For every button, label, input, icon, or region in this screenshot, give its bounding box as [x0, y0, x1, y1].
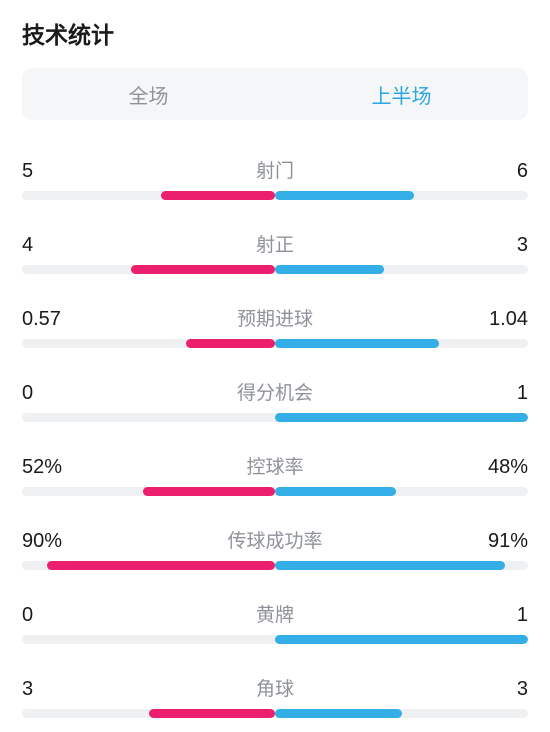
- page-title: 技术统计: [22, 16, 528, 50]
- stat-label: 得分机会: [82, 378, 468, 405]
- stat-bar-left-fill: [131, 265, 275, 274]
- stat-bar-right-fill: [275, 339, 439, 348]
- stat-label: 控球率: [82, 452, 468, 479]
- tab-0[interactable]: 全场: [22, 68, 275, 120]
- stat-label: 传球成功率: [82, 526, 468, 553]
- stat-bar-right-track: [275, 709, 528, 718]
- stat-bar-left-fill: [149, 709, 276, 718]
- stat-bar-right-track: [275, 487, 528, 496]
- stat-right-value: 48%: [468, 456, 528, 479]
- stat-bar-right-fill: [275, 561, 505, 570]
- stat-row: 52%控球率48%: [22, 442, 528, 496]
- stat-row: 3角球3: [22, 664, 528, 718]
- stat-label: 黄牌: [82, 600, 468, 627]
- stat-right-value: 91%: [468, 530, 528, 553]
- stat-bar-left-track: [22, 339, 275, 348]
- tab-1[interactable]: 上半场: [275, 68, 528, 120]
- stats-panel: 技术统计 全场上半场 5射门64射正30.57预期进球1.040得分机会152%…: [0, 0, 550, 718]
- stat-right-value: 1: [468, 382, 528, 405]
- stat-bar-left-track: [22, 413, 275, 422]
- tab-label: 全场: [129, 80, 169, 109]
- stat-row-header: 0得分机会1: [22, 378, 528, 405]
- stat-bar-left-track: [22, 265, 275, 274]
- stat-right-value: 1: [468, 604, 528, 627]
- stat-row-header: 52%控球率48%: [22, 452, 528, 479]
- stat-bar-left-track: [22, 191, 275, 200]
- stat-bar-right-fill: [275, 709, 402, 718]
- stat-bar-left-fill: [47, 561, 275, 570]
- stat-bar-right-fill: [275, 487, 396, 496]
- stat-bar-right-fill: [275, 635, 528, 644]
- stat-right-value: 1.04: [468, 308, 528, 331]
- stat-bar-left-fill: [161, 191, 275, 200]
- stat-bar-right-track: [275, 191, 528, 200]
- stat-bar-left-fill: [143, 487, 275, 496]
- stat-bar-right-track: [275, 635, 528, 644]
- stat-row: 0.57预期进球1.04: [22, 294, 528, 348]
- stat-row-header: 4射正3: [22, 230, 528, 257]
- stat-label: 角球: [82, 674, 468, 701]
- stat-bar: [22, 339, 528, 348]
- stat-bar: [22, 265, 528, 274]
- stat-label: 预期进球: [82, 304, 468, 331]
- stat-left-value: 0: [22, 604, 82, 627]
- stat-right-value: 3: [468, 234, 528, 257]
- stat-bar: [22, 487, 528, 496]
- stat-row-header: 0.57预期进球1.04: [22, 304, 528, 331]
- stat-left-value: 0: [22, 382, 82, 405]
- stat-left-value: 0.57: [22, 308, 82, 331]
- stat-label: 射正: [82, 230, 468, 257]
- stat-row-header: 5射门6: [22, 156, 528, 183]
- stat-bar: [22, 709, 528, 718]
- stat-row-header: 0黄牌1: [22, 600, 528, 627]
- tab-label: 上半场: [372, 80, 432, 109]
- period-tabs: 全场 上半场: [22, 68, 528, 120]
- stat-bar-right-track: [275, 339, 528, 348]
- stat-bar-right-fill: [275, 413, 528, 422]
- stat-row: 0黄牌1: [22, 590, 528, 644]
- stat-row: 5射门6: [22, 146, 528, 200]
- stat-row-header: 90%传球成功率91%: [22, 526, 528, 553]
- stat-left-value: 3: [22, 678, 82, 701]
- stat-left-value: 90%: [22, 530, 82, 553]
- stat-bar-right-track: [275, 561, 528, 570]
- stat-row: 90%传球成功率91%: [22, 516, 528, 570]
- stat-row-header: 3角球3: [22, 674, 528, 701]
- stat-bar-right-track: [275, 265, 528, 274]
- stat-bar: [22, 191, 528, 200]
- stat-right-value: 6: [468, 160, 528, 183]
- stat-bar: [22, 561, 528, 570]
- stat-right-value: 3: [468, 678, 528, 701]
- stat-list: 5射门64射正30.57预期进球1.040得分机会152%控球率48%90%传球…: [22, 146, 528, 718]
- stat-bar-left-track: [22, 709, 275, 718]
- stat-left-value: 52%: [22, 456, 82, 479]
- stat-bar-right-fill: [275, 265, 384, 274]
- stat-label: 射门: [82, 156, 468, 183]
- stat-left-value: 4: [22, 234, 82, 257]
- stat-bar-left-fill: [186, 339, 275, 348]
- stat-bar-right-track: [275, 413, 528, 422]
- stat-left-value: 5: [22, 160, 82, 183]
- stat-row: 4射正3: [22, 220, 528, 274]
- stat-row: 0得分机会1: [22, 368, 528, 422]
- stat-bar: [22, 413, 528, 422]
- stat-bar-left-track: [22, 561, 275, 570]
- stat-bar-left-track: [22, 487, 275, 496]
- stat-bar-right-fill: [275, 191, 414, 200]
- stat-bar-left-track: [22, 635, 275, 644]
- stat-bar: [22, 635, 528, 644]
